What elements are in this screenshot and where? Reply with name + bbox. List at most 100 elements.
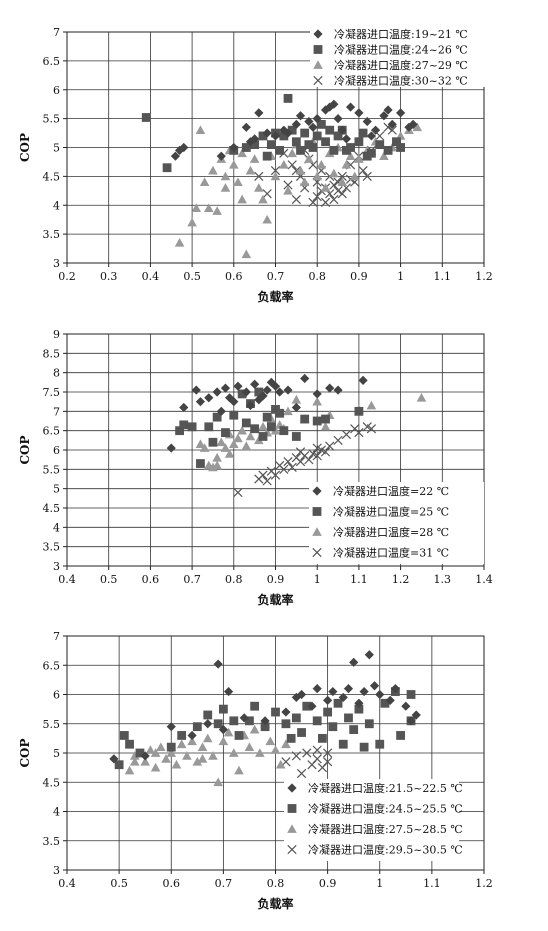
data-point <box>262 151 272 161</box>
data-point <box>229 716 239 726</box>
data-point <box>316 160 327 169</box>
x-tick-label: 0.6 <box>142 573 160 586</box>
y-tick-label: 5.5 <box>43 718 61 731</box>
data-point <box>254 387 264 397</box>
data-point <box>266 140 276 150</box>
data-point <box>396 731 405 740</box>
data-point <box>375 689 385 700</box>
data-point <box>270 131 281 141</box>
data-point <box>174 237 185 247</box>
data-point <box>383 105 393 115</box>
data-point <box>250 140 260 150</box>
data-point <box>297 728 306 737</box>
series-2 <box>175 387 364 468</box>
data-point <box>295 456 306 467</box>
legend-label: 冷凝器进口温度:21.5~22.5 ℃ <box>308 781 463 795</box>
data-point <box>208 751 218 760</box>
x-tick-label: 0.8 <box>225 573 243 586</box>
data-point <box>281 707 291 717</box>
data-point <box>218 704 228 714</box>
legend-marker <box>313 45 323 54</box>
data-point <box>369 681 380 691</box>
data-point <box>408 119 418 129</box>
y-tick-label: 6.5 <box>43 425 61 438</box>
data-point <box>279 464 289 474</box>
data-point <box>283 180 293 190</box>
data-point <box>187 730 197 741</box>
legend-bg <box>284 779 459 800</box>
data-point <box>296 689 307 700</box>
data-point <box>212 452 222 462</box>
data-point <box>196 459 205 468</box>
data-point <box>191 203 202 212</box>
y-tick-label: 4 <box>53 199 60 212</box>
data-point <box>312 389 322 399</box>
data-point <box>179 402 189 413</box>
legend-label: 冷凝器进口温度=28 ℃ <box>333 525 449 539</box>
data-point <box>325 441 335 451</box>
data-point <box>358 128 368 138</box>
data-point <box>329 180 339 190</box>
data-point <box>195 439 206 449</box>
data-point <box>296 145 305 155</box>
legend-bg <box>310 71 485 87</box>
data-point <box>195 397 206 407</box>
x-tick-label: 0.2 <box>58 270 76 283</box>
data-point <box>175 426 184 436</box>
x-tick-label: 0.4 <box>58 877 76 890</box>
y-tick-label: 8 <box>53 367 60 380</box>
data-point <box>291 713 301 723</box>
data-point <box>341 134 351 144</box>
data-point <box>312 396 322 406</box>
data-point <box>197 754 208 763</box>
data-point <box>337 125 347 135</box>
data-point <box>300 414 310 424</box>
data-point <box>304 116 314 127</box>
legend-marker <box>287 783 297 793</box>
y-tick-label: 3 <box>53 560 60 573</box>
data-point <box>312 451 322 461</box>
data-point <box>320 447 331 457</box>
legend-marker <box>313 75 323 86</box>
data-point <box>262 214 272 224</box>
data-point <box>177 731 187 740</box>
data-point <box>245 400 256 411</box>
data-point <box>233 177 243 186</box>
data-point <box>187 736 197 746</box>
legend: 冷凝器进口温度=22 ℃ 冷凝器进口温度=25 ℃ 冷凝器进口温度=28 ℃ 冷凝器进… <box>309 482 484 564</box>
data-point <box>202 733 213 743</box>
y-tick-label: 3.5 <box>43 228 61 241</box>
data-point <box>362 151 372 161</box>
x-axis-title: 负载率 <box>257 896 293 911</box>
data-point <box>390 684 400 694</box>
legend: 冷凝器进口温度:21.5~22.5 ℃ 冷凝器进口温度:24.5~25.5 ℃ 冷凝… <box>284 779 463 861</box>
y-tick-label: 6.5 <box>43 55 61 68</box>
data-point <box>349 657 359 667</box>
series-4 <box>233 422 377 498</box>
x-tick-label: 0.9 <box>350 270 368 283</box>
data-point <box>287 462 297 473</box>
data-point <box>366 131 377 141</box>
data-point <box>379 151 389 161</box>
data-point <box>312 171 322 181</box>
y-tick-label: 4 <box>53 806 60 819</box>
data-point <box>295 447 306 457</box>
data-point <box>182 751 192 760</box>
x-tick-label: 0.6 <box>225 270 243 283</box>
x-tick-label: 0.3 <box>100 270 118 283</box>
data-point <box>364 650 374 660</box>
data-point <box>328 722 338 732</box>
data-point <box>354 698 364 708</box>
data-point <box>333 131 343 141</box>
legend-label: 冷凝器进口温度:30~32 ℃ <box>334 74 468 88</box>
data-point <box>345 102 356 112</box>
data-point <box>279 426 289 436</box>
data-point <box>270 745 281 754</box>
legend-marker <box>312 486 322 496</box>
data-point <box>270 381 281 391</box>
data-point <box>299 177 310 186</box>
data-point <box>323 748 333 758</box>
data-point <box>416 393 427 402</box>
y-tick-label: 5 <box>53 747 60 760</box>
data-point <box>338 739 348 749</box>
